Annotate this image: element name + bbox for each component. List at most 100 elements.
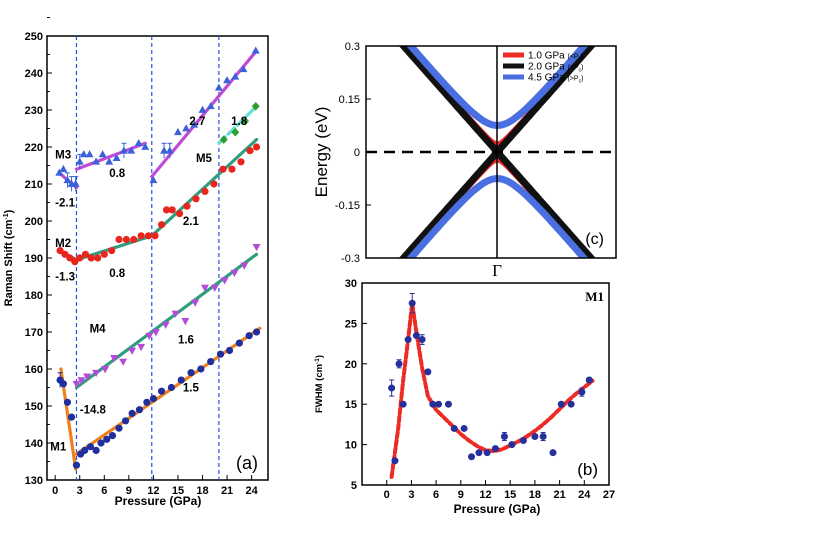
fwhm-data-point (508, 441, 516, 449)
x-tick-label: 15 (504, 489, 516, 501)
x-tick-label: 6 (433, 489, 439, 501)
gamma-label: Γ (492, 261, 502, 280)
data-point-m2 (100, 250, 108, 258)
slope-annotation: 1.5 (183, 383, 200, 395)
panel-c-band-structure: -0.3 -0.15 0 0.15 0.3 Energy (eV) Γ (c) 1.0 … (312, 41, 617, 280)
data-point-high (214, 83, 223, 91)
data-point-m1 (207, 358, 215, 366)
panel-b-title: M1 (585, 289, 604, 304)
data-point-m3 (127, 146, 136, 154)
y-tick-label: 170 (25, 327, 43, 339)
data-point-m3 (79, 150, 88, 158)
data-point-m1 (143, 398, 151, 406)
x-tick-label: 18 (196, 485, 208, 497)
data-point-m1 (167, 383, 176, 392)
data-point-m3 (55, 168, 64, 176)
panel-a-ylabel: Raman Shift (cm-1) (3, 209, 15, 306)
fwhm-data-point (444, 400, 452, 408)
y-tick-label: 0.15 (339, 94, 360, 106)
data-point-high (231, 72, 240, 80)
y-tick-label: 0 (354, 147, 360, 159)
data-point-m4 (110, 355, 119, 363)
y-tick-label: 0.3 (345, 41, 360, 53)
slope-annotation: M4 (90, 323, 107, 335)
panel-b-xlabel: Pressure (GPa) (454, 502, 541, 516)
data-point-m1 (67, 413, 76, 421)
x-tick-label: 0 (52, 485, 58, 497)
data-point-m4 (72, 380, 81, 389)
data-point-m4 (171, 310, 180, 318)
y-tick-label: 160 (25, 364, 43, 376)
y-tick-label: 240 (25, 68, 43, 80)
slope-annotation: 1.8 (231, 116, 248, 128)
data-point-m1 (81, 446, 89, 454)
data-point-m1 (121, 417, 130, 425)
data-point-m2 (228, 165, 236, 173)
fwhm-data-point (424, 368, 432, 376)
fit-line (74, 252, 259, 390)
x-tick-label: 12 (147, 485, 159, 497)
slope-annotation: M2 (55, 238, 71, 250)
slope-annotation: M1 (50, 442, 67, 454)
data-point-m2 (94, 254, 102, 262)
slope-annotation: 2.1 (183, 216, 200, 228)
data-point-m2 (246, 147, 254, 155)
data-point-m1 (86, 443, 94, 451)
data-point-m4 (210, 284, 219, 292)
data-point-m4 (128, 347, 137, 355)
data-point-m3 (85, 150, 94, 158)
data-point-m5 (251, 101, 260, 111)
data-point-m2 (81, 250, 90, 258)
data-point-m3 (119, 146, 128, 154)
panel-b-ylabel: FWHM (cm-1) (314, 355, 325, 413)
slope-annotation: 2.7 (189, 116, 205, 128)
data-point-m2 (87, 254, 95, 262)
data-point-m2 (76, 254, 84, 262)
data-point-m1 (59, 380, 67, 388)
fwhm-data-point (585, 376, 593, 384)
x-tick-label: 27 (603, 489, 615, 501)
data-point-m3 (92, 157, 101, 165)
band-2-0-GPa (398, 146, 596, 258)
fwhm-data-point (404, 336, 412, 344)
fwhm-data-point (391, 457, 399, 465)
data-point-m2 (66, 254, 74, 262)
data-point-m1 (235, 339, 243, 347)
data-point-m2 (176, 210, 184, 218)
x-tick-label: 0 (384, 489, 390, 501)
x-tick-label: 24 (578, 489, 591, 501)
y-tick-label: 210 (25, 179, 43, 191)
data-point-m2 (56, 247, 64, 255)
data-point-high (165, 146, 174, 154)
panel-b-label: (b) (577, 460, 598, 479)
data-point-m4 (77, 377, 86, 385)
fwhm-data-point (539, 433, 547, 441)
fwhm-data-point (500, 433, 508, 441)
y-tick-label: -0.15 (335, 200, 360, 212)
data-point-m4 (252, 244, 261, 252)
data-point-m1 (157, 387, 166, 395)
data-point-m3 (141, 142, 150, 150)
fwhm-data-point (468, 453, 476, 461)
y-tick-label: 200 (25, 216, 43, 228)
panel-a-raman-shift: 1301401501601701801902002102202302402500… (3, 17, 269, 508)
y-tick-label: 140 (25, 438, 43, 450)
panel-c-legend: 1.0 GPa (<Pc)2.0 GPa (=Pc)4.5 GPa (>Pc) (503, 51, 583, 85)
data-point-m2 (210, 180, 218, 188)
data-point-m1 (252, 328, 261, 336)
fwhm-data-point (531, 433, 539, 441)
data-point-m2 (201, 187, 209, 195)
data-point-high (251, 46, 260, 54)
data-point-m1 (135, 406, 144, 414)
data-point-m1 (115, 424, 123, 432)
data-point-high (190, 120, 199, 128)
band-4-5-GPa (406, 174, 589, 258)
data-point-m5 (241, 116, 250, 126)
data-point-m4 (92, 369, 101, 378)
data-point-m1 (97, 439, 105, 447)
fwhm-data-point (450, 424, 458, 432)
data-point-m1 (245, 332, 253, 340)
data-point-m3 (105, 157, 114, 165)
data-point-m1 (108, 432, 117, 440)
data-point-m4 (191, 299, 200, 307)
